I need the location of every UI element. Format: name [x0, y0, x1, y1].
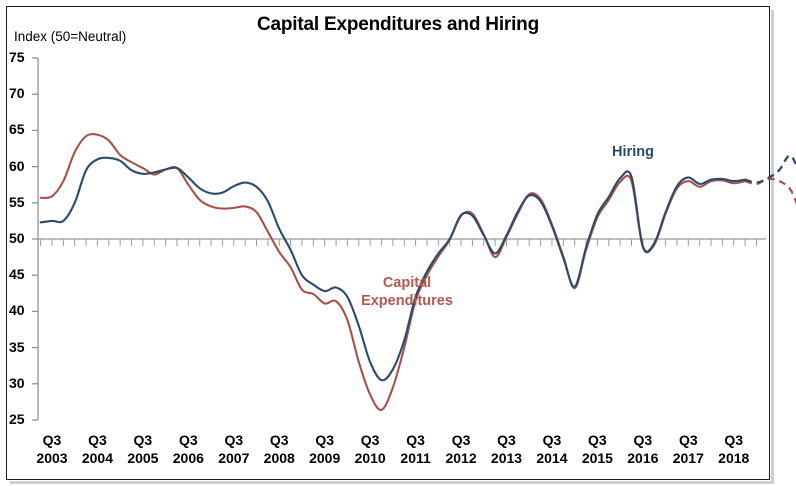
series-forecast-hiring [744, 154, 796, 184]
x-axis-tick-quarter: Q3 [542, 432, 562, 448]
x-axis-tick-quarter: Q3 [42, 432, 62, 448]
x-axis-tick-label: Q3 2017 [665, 431, 711, 467]
series-label-hiring: Hiring [612, 144, 654, 160]
y-axis-tick-label: 40 [9, 302, 25, 319]
series-line-capital-expenditures [39, 133, 747, 411]
x-axis-tick-quarter: Q3 [360, 432, 380, 448]
x-axis-tick-label: Q3 2007 [211, 431, 257, 467]
x-axis-tick-quarter: Q3 [678, 432, 698, 448]
axes-group [32, 57, 766, 421]
x-axis-tick-year: 2018 [718, 450, 750, 466]
x-axis-tick-quarter: Q3 [724, 432, 744, 448]
x-axis-tick-year: 2012 [445, 450, 477, 466]
series-group [39, 133, 796, 411]
x-axis-tick-label: Q3 2018 [711, 431, 757, 467]
x-axis-tick-label: Q3 2013 [484, 431, 530, 467]
y-axis-tick-label: 55 [9, 193, 25, 210]
page-title: Capital Expenditures and Hiring [256, 14, 539, 35]
x-axis-tick-quarter: Q3 [224, 432, 244, 448]
x-axis-tick-label: Q3 2009 [302, 431, 348, 467]
series-forecast-capital-expenditures [744, 177, 796, 205]
x-axis-tick-year: 2016 [627, 450, 659, 466]
x-axis-tick-quarter: Q3 [133, 432, 153, 448]
x-axis-tick-quarter: Q3 [269, 432, 289, 448]
x-axis-tick-year: 2010 [354, 450, 386, 466]
x-axis-tick-year: 2009 [309, 450, 341, 466]
x-axis-tick-quarter: Q3 [315, 432, 335, 448]
x-axis-tick-year: 2014 [536, 450, 568, 466]
x-axis-tick-year: 2005 [127, 450, 159, 466]
y-axis-tick-label: 25 [9, 411, 25, 427]
series-label-capex-line1: Capital [382, 275, 432, 291]
x-axis-tick-quarter: Q3 [88, 432, 107, 448]
x-axis-tick-year: 2007 [218, 450, 250, 466]
x-axis-tick-year: 2013 [490, 450, 523, 466]
x-axis-tick-year: 2008 [263, 450, 295, 466]
y-axis-note: Index (50=Neutral) [14, 29, 127, 44]
y-axis-tick-label: 75 [9, 49, 25, 65]
y-axis-tick-label: 70 [9, 85, 25, 102]
x-axis-tick-label: Q3 2008 [256, 431, 302, 467]
y-axis-tick-label: 35 [9, 338, 25, 355]
x-axis-tick-year: 2003 [36, 450, 68, 466]
x-axis-tick-quarter: Q3 [451, 432, 471, 448]
series-label-capex-line2: Expenditures [361, 293, 453, 309]
x-axis-tick-label: Q3 2004 [74, 431, 120, 467]
x-axis-tick-quarter: Q3 [179, 432, 198, 448]
x-axis-tick-year: 2015 [581, 450, 613, 466]
x-axis-tick-label: Q3 2010 [347, 431, 393, 467]
y-axis-tick-label: 50 [9, 230, 25, 246]
series-label-capital-expenditures: Capital Expenditures [347, 274, 467, 310]
y-axis-tick-label: 65 [9, 121, 25, 138]
x-axis-tick-year: 2004 [81, 450, 114, 466]
x-axis-tick-label: Q3 2016 [620, 431, 666, 467]
x-axis-tick-quarter: Q3 [406, 432, 425, 448]
series-line-hiring [39, 156, 747, 382]
frame-shadow-right [771, 10, 774, 484]
y-axis-tick-label: 60 [9, 157, 25, 174]
x-axis-tick-label: Q3 2012 [438, 431, 484, 467]
x-axis-tick-year: 2017 [672, 450, 704, 466]
frame-shadow-bottom [10, 481, 774, 484]
x-axis-tick-quarter: Q3 [497, 432, 516, 448]
x-axis-tick-label: Q3 2005 [120, 431, 166, 467]
x-axis-tick-label: Q3 2006 [165, 431, 211, 467]
x-axis-tick-label: Q3 2011 [393, 431, 439, 467]
x-axis-tick-year: 2006 [172, 450, 204, 466]
x-axis-tick-quarter: Q3 [588, 432, 607, 448]
x-axis-tick-label: Q3 2003 [29, 431, 75, 467]
x-axis-tick-year: 2011 [400, 450, 431, 466]
x-axis-tick-label: Q3 2014 [529, 431, 575, 467]
y-axis-tick-label: 30 [9, 374, 25, 391]
x-axis-tick-quarter: Q3 [633, 432, 653, 448]
x-axis-tick-label: Q3 2015 [574, 431, 620, 467]
y-axis-tick-label: 45 [9, 266, 25, 283]
